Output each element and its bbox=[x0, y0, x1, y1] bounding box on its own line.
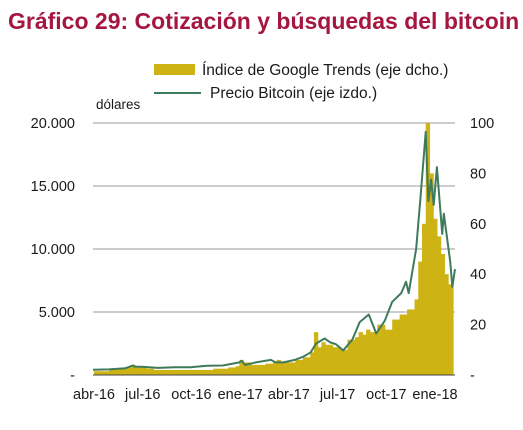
bar bbox=[153, 369, 162, 375]
bar bbox=[440, 254, 445, 375]
y-right-tick-label: 80 bbox=[470, 166, 486, 182]
bar bbox=[362, 334, 367, 375]
bar bbox=[436, 236, 442, 375]
bar bbox=[302, 357, 311, 375]
bar bbox=[421, 223, 427, 375]
bar bbox=[116, 368, 125, 375]
price-line bbox=[92, 130, 456, 371]
x-axis: abr-16 jul-16 oct-16 ene-17 abr-17 jul-17 oct-… bbox=[73, 387, 458, 403]
y-left-tick-label: 20.000 bbox=[31, 116, 75, 132]
bar bbox=[213, 368, 222, 375]
bar-series-google-trends bbox=[94, 123, 454, 375]
bar bbox=[321, 342, 326, 375]
bar bbox=[444, 274, 449, 375]
bar bbox=[366, 329, 371, 375]
bar bbox=[407, 309, 416, 375]
bar bbox=[280, 362, 289, 375]
y-right-tick-label: 60 bbox=[470, 217, 486, 233]
bar bbox=[317, 347, 322, 375]
bar bbox=[369, 332, 378, 375]
bar bbox=[161, 369, 170, 375]
legend-label-google-trends: Índice de Google Trends (eje dcho.) bbox=[202, 62, 448, 79]
bar bbox=[276, 359, 281, 375]
bar bbox=[205, 369, 214, 375]
x-tick-label: jul-17 bbox=[319, 387, 355, 403]
bar bbox=[418, 261, 423, 375]
bar bbox=[448, 284, 453, 375]
bar bbox=[429, 173, 434, 375]
bar bbox=[235, 366, 240, 375]
bar bbox=[258, 364, 267, 375]
bar bbox=[425, 123, 431, 375]
bar bbox=[392, 319, 401, 375]
bar bbox=[313, 332, 319, 375]
bar bbox=[265, 363, 274, 375]
bar bbox=[131, 364, 136, 375]
y-left-tick-label: - bbox=[70, 368, 75, 384]
y-axis-left-label: dólares bbox=[96, 97, 141, 112]
legend: Índice de Google Trends (eje dcho.) Preci… bbox=[154, 62, 448, 102]
y-axis-right: - 20 40 60 80 100 bbox=[470, 116, 494, 384]
legend-label-bitcoin-price: Precio Bitcoin (eje izdo.) bbox=[210, 85, 377, 102]
bar bbox=[239, 359, 244, 375]
x-tick-label: oct-17 bbox=[366, 387, 406, 403]
bar bbox=[354, 337, 360, 375]
x-tick-label: ene-17 bbox=[218, 387, 263, 403]
bar bbox=[325, 344, 334, 375]
bar bbox=[295, 359, 304, 375]
bar bbox=[138, 367, 147, 375]
bar bbox=[183, 369, 192, 375]
bar bbox=[220, 368, 229, 375]
gridlines bbox=[93, 122, 455, 313]
bar bbox=[399, 314, 408, 375]
bar bbox=[414, 299, 419, 375]
line-series-bitcoin-price bbox=[92, 130, 456, 371]
bar bbox=[340, 349, 349, 375]
bar bbox=[272, 362, 278, 375]
bar bbox=[190, 369, 199, 375]
y-right-tick-label: 40 bbox=[470, 267, 486, 283]
bar bbox=[123, 367, 132, 375]
bar bbox=[358, 332, 363, 375]
bar bbox=[168, 369, 177, 375]
x-tick-label: oct-16 bbox=[171, 387, 211, 403]
bar bbox=[310, 352, 315, 375]
bar bbox=[94, 371, 103, 375]
x-tick-label: jul-16 bbox=[124, 387, 160, 403]
y-right-tick-label: - bbox=[470, 368, 475, 384]
bar bbox=[228, 367, 237, 375]
bar bbox=[287, 362, 296, 375]
bar bbox=[135, 366, 140, 375]
bar bbox=[332, 347, 341, 375]
bar bbox=[146, 368, 155, 375]
bar bbox=[176, 369, 185, 375]
y-right-tick-label: 100 bbox=[470, 116, 494, 132]
bar bbox=[108, 369, 118, 375]
bar bbox=[347, 339, 356, 375]
x-tick-label: abr-16 bbox=[73, 387, 115, 403]
y-left-tick-label: 10.000 bbox=[31, 242, 75, 258]
legend-swatch-bars bbox=[154, 64, 195, 75]
y-left-tick-label: 15.000 bbox=[31, 179, 75, 195]
bar bbox=[377, 324, 386, 375]
y-axis-left: - 5.000 10.000 15.000 20.000 bbox=[31, 116, 76, 384]
y-right-tick-label: 20 bbox=[470, 318, 486, 334]
bar bbox=[451, 279, 454, 375]
chart-title: Gráfico 29: Cotización y búsquedas del b… bbox=[8, 8, 520, 34]
y-left-tick-label: 5.000 bbox=[39, 305, 75, 321]
bar bbox=[198, 369, 207, 375]
bar bbox=[101, 371, 110, 375]
x-tick-label: abr-17 bbox=[268, 387, 310, 403]
bar bbox=[250, 364, 259, 375]
x-tick-label: ene-18 bbox=[412, 387, 457, 403]
bar bbox=[433, 218, 438, 375]
bar bbox=[243, 362, 252, 375]
bar bbox=[384, 329, 393, 375]
